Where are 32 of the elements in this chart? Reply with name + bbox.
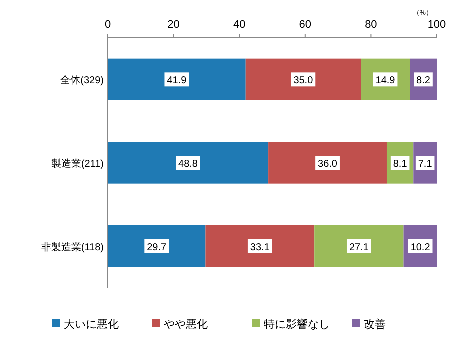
- legend-label: やや悪化: [164, 319, 208, 331]
- bar: [314, 226, 404, 268]
- bar: [108, 142, 269, 184]
- data-label: 14.9: [376, 76, 396, 87]
- data-label: 36.0: [318, 159, 338, 170]
- data-label: 7.1: [418, 159, 433, 170]
- data-label: 48.8: [178, 159, 198, 170]
- bar: [108, 226, 206, 268]
- bar: [206, 226, 315, 268]
- bar: [108, 58, 246, 100]
- x-tick-label: 60: [299, 19, 312, 31]
- data-label: 29.7: [147, 242, 168, 254]
- legend-label: 大いに悪化: [64, 318, 119, 331]
- legend-label: 特に影響なし: [264, 318, 330, 331]
- y-tick-label: 製造業(211): [51, 158, 104, 170]
- x-tick-label: 20: [168, 19, 180, 31]
- legend-label: 改善: [364, 318, 386, 331]
- y-tick-label: 全体(329): [60, 74, 104, 87]
- data-label: 8.1: [393, 159, 408, 170]
- x-tick-label: 40: [233, 19, 246, 31]
- data-label: 33.1: [250, 242, 270, 254]
- x-tick-label: 100: [428, 19, 446, 31]
- data-label: 35.0: [294, 76, 314, 87]
- data-label: 27.1: [349, 242, 370, 254]
- y-tick-label: 非製造業(118): [41, 241, 104, 254]
- data-label: 10.2: [410, 242, 431, 254]
- data-label: 8.2: [416, 76, 431, 87]
- data-label: 41.9: [167, 76, 188, 87]
- bar: [246, 58, 361, 100]
- x-tick-label: 80: [365, 19, 378, 31]
- x-tick-label: 0: [104, 19, 112, 31]
- bar: [268, 142, 387, 184]
